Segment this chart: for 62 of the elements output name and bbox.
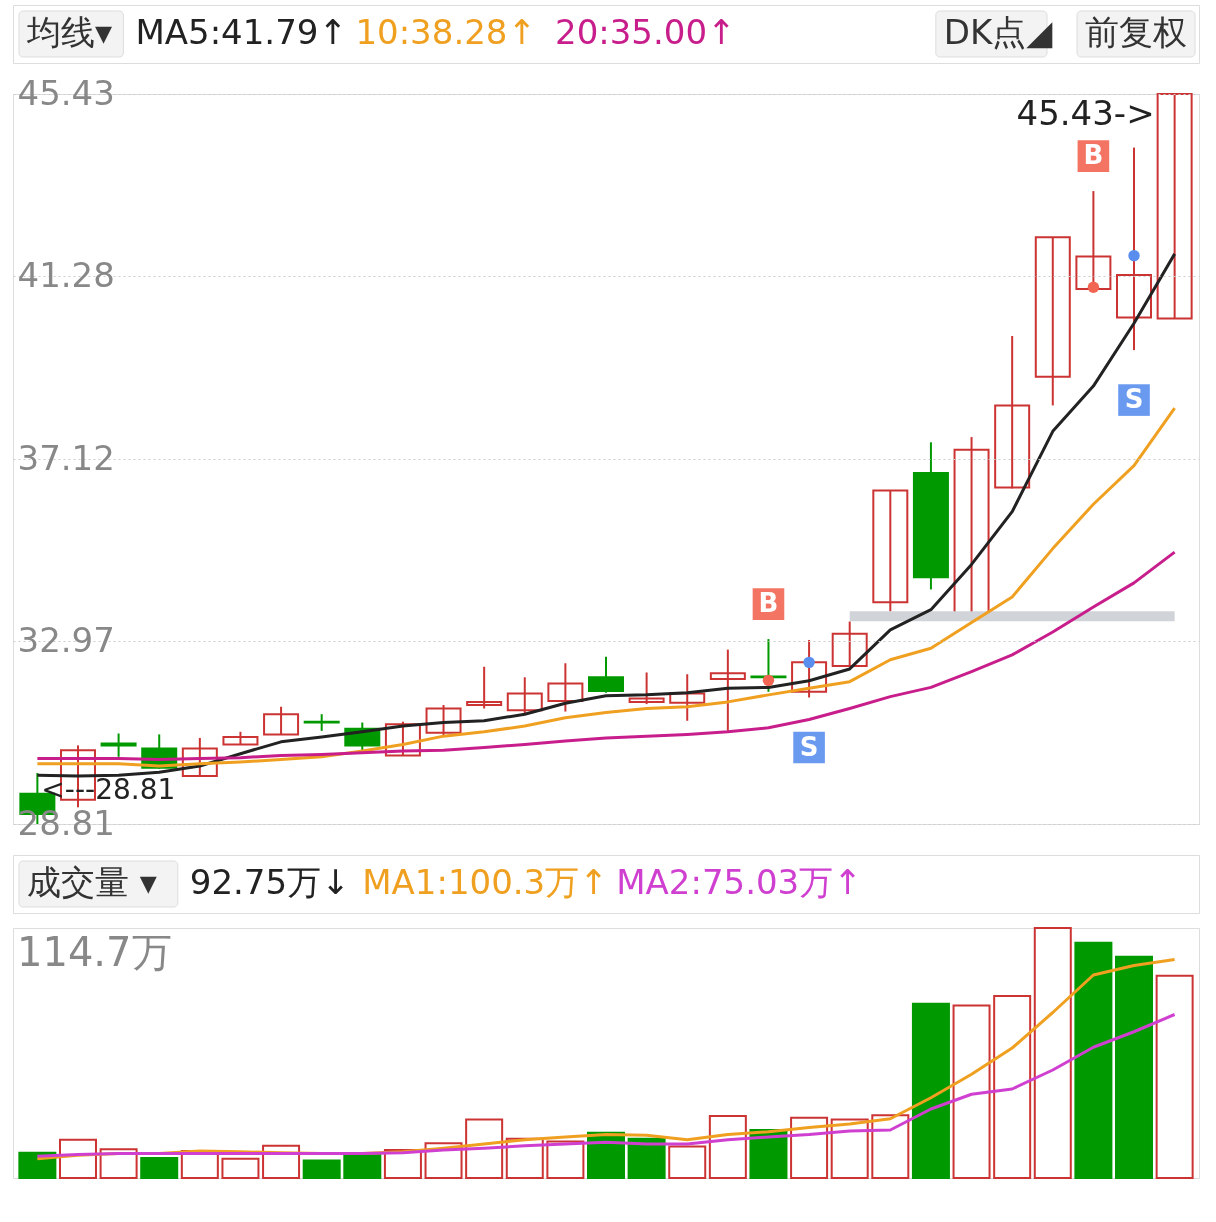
candlestick	[709, 648, 746, 732]
bar	[221, 1157, 260, 1179]
point	[1087, 281, 1100, 293]
y-tick-label: 45.43	[17, 72, 115, 113]
text: DK点◢	[943, 12, 1054, 52]
bar	[1033, 927, 1072, 1179]
candlestick	[791, 638, 828, 699]
candlestick	[994, 335, 1031, 490]
point	[1128, 249, 1140, 262]
candlestick	[1075, 190, 1112, 291]
bar	[952, 1004, 991, 1179]
bar	[1074, 941, 1113, 1179]
bar	[911, 1002, 950, 1179]
candlestick	[628, 671, 665, 706]
text: B	[758, 588, 779, 619]
bar	[58, 1138, 97, 1179]
bar	[668, 1145, 707, 1179]
candlestick	[1034, 236, 1071, 407]
candlestick	[181, 736, 218, 778]
candlestick	[1156, 93, 1193, 320]
candlestick	[506, 676, 543, 715]
y-tick-label: 37.12	[17, 437, 115, 478]
candlestick	[263, 705, 300, 736]
candlestick	[669, 673, 706, 722]
text: 前复权	[1085, 12, 1187, 52]
point	[762, 674, 775, 687]
text: 92.75万↓	[189, 862, 350, 902]
annotation: 45.43->	[1016, 93, 1155, 133]
bar	[993, 995, 1032, 1179]
text: MA2:75.03万↑	[616, 862, 862, 902]
candlestick	[384, 720, 421, 757]
bar	[1155, 974, 1194, 1179]
point	[803, 656, 815, 669]
y-tick-label: 32.97	[17, 619, 115, 660]
bar	[302, 1159, 341, 1179]
text: B	[1083, 140, 1104, 171]
bar	[871, 1114, 910, 1179]
candlestick	[425, 703, 462, 738]
text: MA5:41.79↑	[135, 12, 347, 52]
candlestick	[466, 665, 503, 710]
bar	[140, 1157, 179, 1179]
candlestick	[547, 662, 584, 713]
text: 成交量 ▾	[27, 862, 157, 902]
bar	[627, 1137, 666, 1179]
candlestick	[1116, 146, 1153, 352]
bar	[546, 1140, 585, 1179]
text: 10:38.28↑	[355, 12, 536, 52]
text: S	[1124, 384, 1144, 415]
text: S	[799, 731, 819, 762]
text: MA1:100.3万↑	[362, 862, 608, 902]
bar	[708, 1115, 747, 1179]
bar	[343, 1153, 382, 1179]
candlestick	[872, 489, 909, 613]
text: 均线▾	[26, 12, 113, 52]
candlestick	[831, 620, 868, 667]
bar	[1115, 955, 1154, 1179]
bar	[790, 1116, 829, 1179]
y-tick-label: 41.28	[17, 254, 115, 295]
annotation: 114.7万	[17, 929, 172, 975]
y-tick-label: 28.81	[17, 802, 115, 843]
text: 20:35.00↑	[555, 12, 736, 52]
bar	[18, 1151, 57, 1179]
